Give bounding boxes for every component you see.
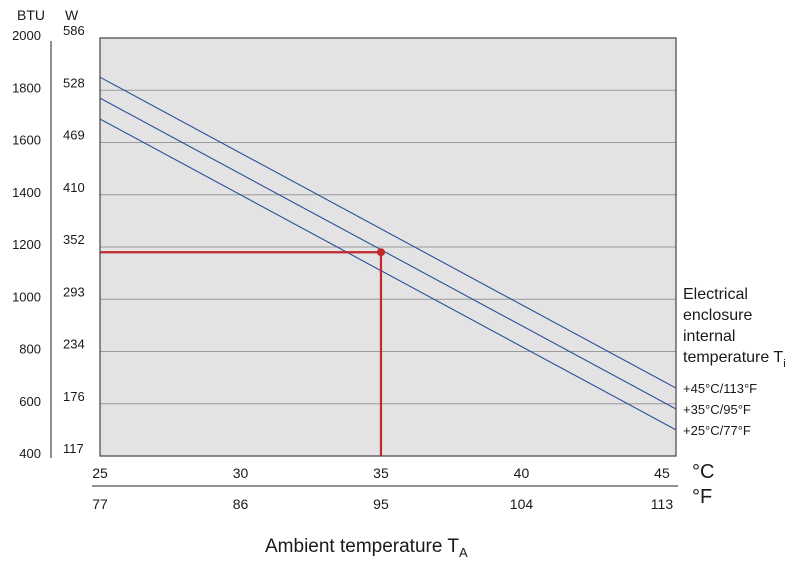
highlight-marker (100, 248, 385, 456)
series-title-line-1: Electrical (683, 286, 748, 303)
y-unit-w: W (65, 7, 79, 23)
y-tick-btu-400: 400 (19, 446, 41, 461)
series-lines (99, 76, 677, 431)
series-line-1 (99, 76, 677, 389)
y-tick-w-117: 117 (63, 441, 84, 456)
y-tick-w-176: 176 (63, 389, 85, 404)
y-tick-btu-1000: 1000 (12, 289, 41, 304)
x-axis-label: Ambient temperature TA (265, 536, 468, 560)
x-axis-label-sub: A (459, 545, 468, 560)
series-title-line-4: temperature Ti (683, 349, 786, 370)
y-unit-btu: BTU (17, 7, 45, 23)
y-tick-w-293: 293 (63, 284, 85, 299)
y-tick-w-469: 469 (63, 128, 85, 143)
y-tick-w-586: 586 (63, 23, 85, 38)
series-title-text: temperature T (683, 349, 783, 366)
series-title-sub: i (783, 358, 785, 370)
x-tick-c-35: 35 (373, 465, 389, 481)
series-label-3: +25°C/77°F (683, 423, 751, 438)
series-label-1: +45°C/113°F (683, 381, 757, 396)
series-title-text: Electrical (683, 286, 748, 303)
y-tick-w-234: 234 (63, 337, 85, 352)
labels: 2000 586 1800 528 1600 469 1400 410 1200 352 1000 2… (12, 7, 786, 560)
x-axis-label-main: Ambient temperature T (265, 536, 459, 557)
y-tick-w-528: 528 (63, 75, 85, 90)
series-line-3 (99, 118, 677, 431)
y-tick-w-410: 410 (63, 180, 85, 195)
series-line-2 (99, 97, 677, 410)
x-tick-f-77: 77 (92, 496, 108, 512)
y-tick-btu-800: 800 (19, 342, 41, 357)
series-title-text: enclosure (683, 307, 752, 324)
x-tick-c-30: 30 (233, 465, 249, 481)
x-tick-c-45: 45 (654, 465, 670, 481)
x-unit-f: °F (692, 486, 712, 508)
x-tick-c-40: 40 (514, 465, 530, 481)
x-tick-c-25: 25 (92, 465, 108, 481)
y-tick-btu-1600: 1600 (12, 133, 41, 148)
x-tick-f-86: 86 (233, 496, 249, 512)
series-title-line-2: enclosure (683, 307, 752, 324)
x-tick-f-104: 104 (510, 496, 534, 512)
y-tick-w-352: 352 (63, 232, 85, 247)
x-tick-f-95: 95 (373, 496, 389, 512)
x-tick-f-113: 113 (651, 496, 674, 512)
y-tick-btu-1200: 1200 (12, 237, 41, 252)
y-tick-btu-600: 600 (19, 394, 41, 409)
highlight-point (376, 248, 385, 257)
y-tick-btu-1800: 1800 (12, 80, 41, 95)
y-tick-btu-2000: 2000 (12, 28, 41, 43)
series-title-text: internal (683, 328, 735, 345)
series-title-line-3: internal (683, 328, 735, 345)
gridlines (100, 89, 676, 405)
x-unit-c: °C (692, 461, 714, 483)
series-label-2: +35°C/95°F (683, 402, 751, 417)
y-tick-btu-1400: 1400 (12, 185, 41, 200)
axes (50, 37, 678, 487)
plot-frame (99, 37, 677, 457)
